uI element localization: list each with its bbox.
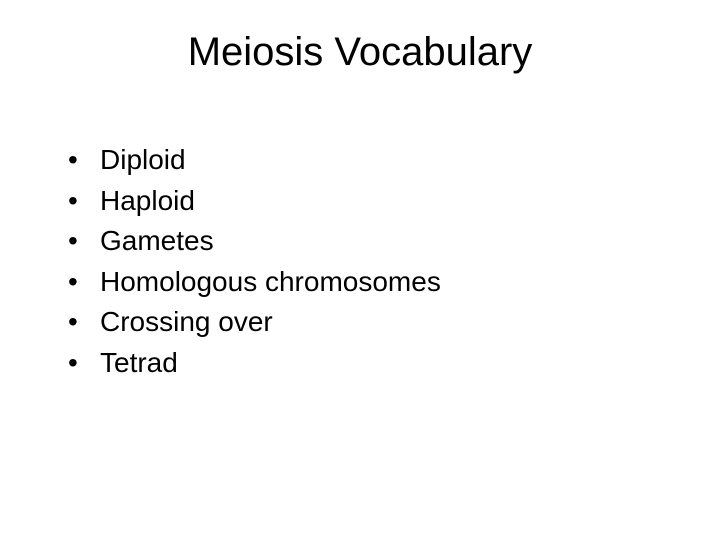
bullet-icon: • (60, 343, 100, 384)
bullet-text: Homologous chromosomes (100, 262, 441, 303)
bullet-icon: • (60, 221, 100, 262)
slide-title: Meiosis Vocabulary (0, 30, 720, 75)
list-item: • Gametes (60, 221, 441, 262)
bullet-list: • Diploid • Haploid • Gametes • Homologo… (60, 140, 441, 384)
bullet-text: Diploid (100, 140, 441, 181)
list-item: • Homologous chromosomes (60, 262, 441, 303)
bullet-icon: • (60, 302, 100, 343)
slide: Meiosis Vocabulary • Diploid • Haploid •… (0, 0, 720, 540)
bullet-icon: • (60, 140, 100, 181)
bullet-text: Gametes (100, 221, 441, 262)
bullet-text: Tetrad (100, 343, 441, 384)
bullet-icon: • (60, 262, 100, 303)
bullet-text: Crossing over (100, 302, 441, 343)
bullet-icon: • (60, 181, 100, 222)
list-item: • Diploid (60, 140, 441, 181)
list-item: • Crossing over (60, 302, 441, 343)
list-item: • Haploid (60, 181, 441, 222)
list-item: • Tetrad (60, 343, 441, 384)
bullet-text: Haploid (100, 181, 441, 222)
